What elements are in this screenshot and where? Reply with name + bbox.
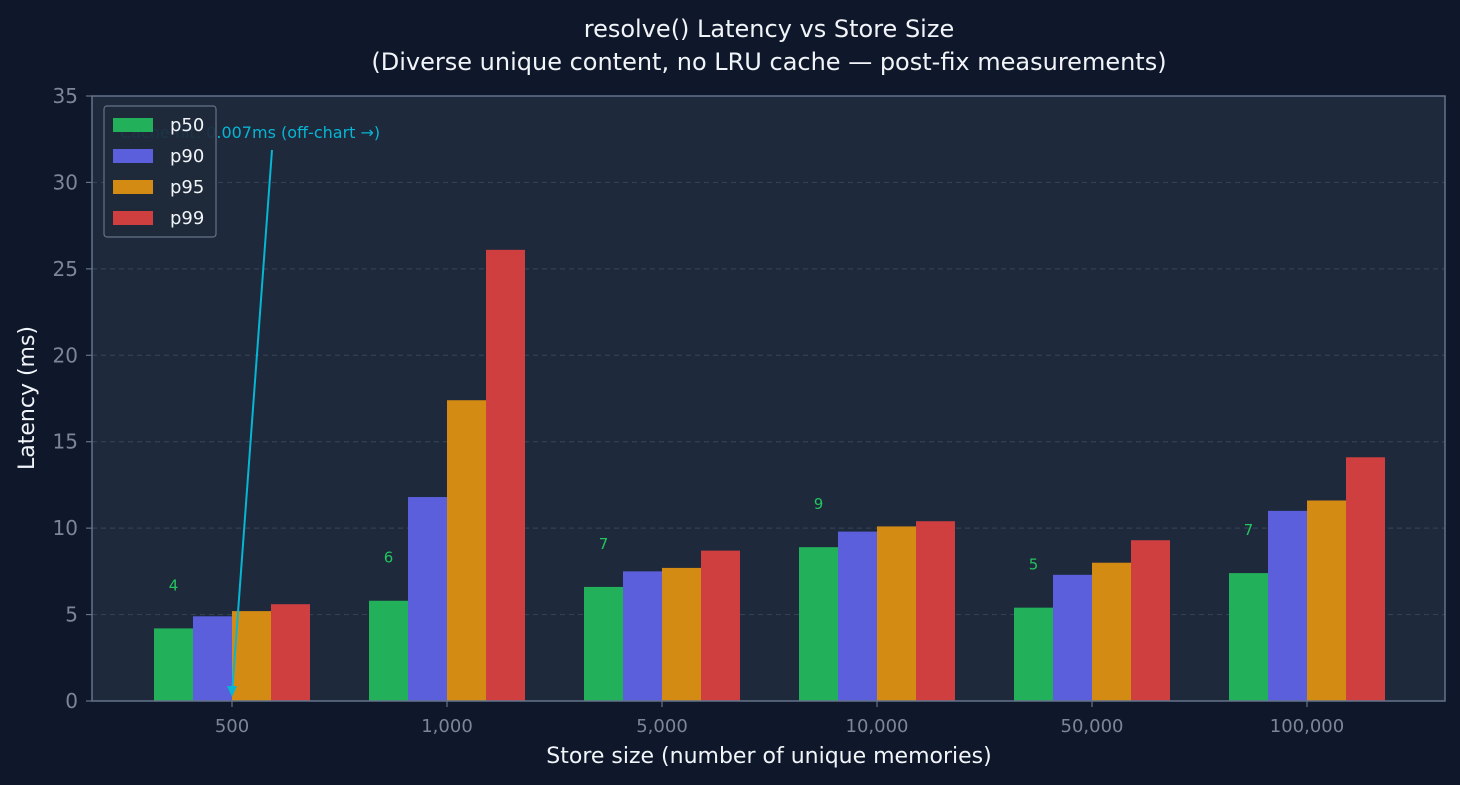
- chart-title: resolve() Latency vs Store Size: [584, 15, 954, 43]
- p50-data-label: 9: [814, 495, 824, 513]
- p50-data-label: 6: [384, 549, 394, 567]
- p50-value-labels: 4 6 7 9 5 7: [169, 495, 1254, 594]
- legend-label-p90: p90: [170, 146, 204, 167]
- bar-p99: [916, 521, 955, 701]
- y-tick-label: 0: [65, 689, 78, 713]
- annotation-arrowhead: [227, 686, 237, 697]
- bars: [154, 249, 1385, 702]
- x-tick-label: 10,000: [846, 716, 909, 737]
- bar-p90: [408, 497, 447, 701]
- bar-p90: [1053, 574, 1092, 701]
- legend: p50 p90 p95 p99: [103, 105, 217, 238]
- x-tick-label: 5,000: [636, 716, 688, 737]
- plot-area: [92, 96, 1445, 701]
- p50-data-label: 4: [169, 576, 179, 594]
- y-tick-label: 15: [53, 430, 78, 454]
- bar-p95: [232, 611, 271, 701]
- chart-subtitle: (Diverse unique content, no LRU cache — …: [371, 48, 1166, 76]
- y-tick-label: 35: [53, 84, 78, 108]
- x-tick-label: 100,000: [1270, 716, 1344, 737]
- bar-p99: [1346, 457, 1385, 701]
- annotation-arrow-line: [231, 149, 273, 695]
- legend-label-p99: p99: [170, 208, 204, 229]
- bar-p95: [1307, 500, 1346, 701]
- p50-data-label: 7: [599, 535, 609, 553]
- bar-p50: [584, 586, 623, 701]
- y-axis-ticks: 0 5 10 15 20 25 30 35: [53, 84, 92, 713]
- legend-swatch-p95: [113, 180, 153, 194]
- x-axis-label: Store size (number of unique memories): [546, 744, 991, 769]
- legend-swatch-p99: [113, 211, 153, 225]
- y-tick-label: 20: [53, 343, 78, 367]
- legend-box: [103, 105, 217, 238]
- y-tick-label: 10: [53, 516, 78, 540]
- bar-p50: [799, 547, 838, 701]
- bar-p50: [154, 628, 193, 701]
- y-tick-label: 5: [65, 603, 78, 627]
- plot-frame: [91, 95, 1446, 702]
- grid-lines: [92, 181, 1445, 616]
- x-axis-ticks: 500 1,000 5,000 10,000 50,000 100,000: [215, 701, 1344, 737]
- bar-p50: [1229, 573, 1268, 701]
- bar-p50: [1014, 607, 1053, 701]
- x-tick-label: 50,000: [1061, 716, 1124, 737]
- bar-p90: [1268, 510, 1307, 701]
- bar-p95: [447, 400, 486, 701]
- legend-label-p50: p50: [170, 115, 204, 136]
- bar-p50: [369, 600, 408, 701]
- y-tick-label: 25: [53, 257, 78, 281]
- legend-swatch-p90: [113, 149, 153, 163]
- bar-p95: [877, 526, 916, 701]
- bar-p99: [271, 604, 310, 701]
- y-tick-label: 30: [53, 170, 78, 194]
- x-tick-label: 500: [215, 716, 249, 737]
- bar-p95: [1092, 562, 1131, 701]
- bar-p90: [838, 531, 877, 701]
- bar-p99: [1131, 540, 1170, 701]
- legend-swatch-p50: [113, 118, 153, 132]
- p50-data-label: 7: [1244, 521, 1254, 539]
- y-axis-label: Latency (ms): [15, 326, 40, 470]
- legend-label-p95: p95: [170, 177, 204, 198]
- bar-p90: [623, 571, 662, 701]
- bar-p95: [662, 567, 701, 701]
- bar-p99: [701, 550, 740, 701]
- bar-p99: [486, 249, 525, 702]
- p50-data-label: 5: [1029, 556, 1039, 574]
- bar-p90: [193, 616, 232, 701]
- x-tick-label: 1,000: [421, 716, 473, 737]
